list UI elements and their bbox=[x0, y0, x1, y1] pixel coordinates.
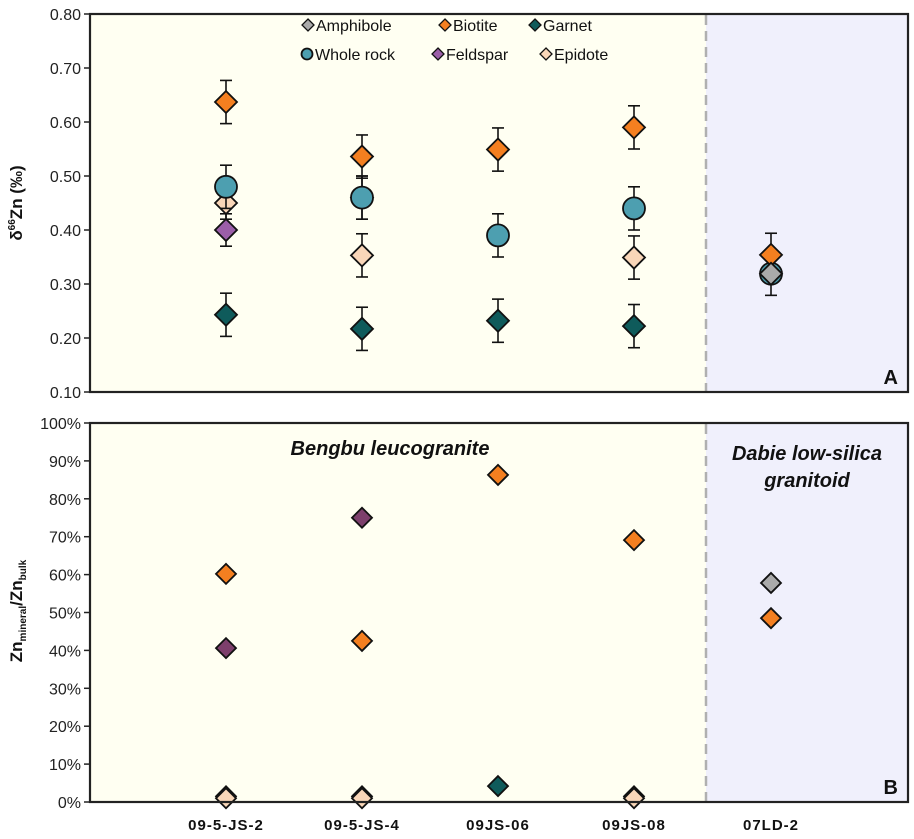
y-tick-label: 0.50 bbox=[50, 169, 81, 186]
panel-a-background-right bbox=[706, 14, 908, 392]
point-feldspar bbox=[213, 217, 239, 243]
legend: Amphibole Biotite Garnet Whole rock Feldspar… bbox=[300, 18, 608, 64]
y-tick-label: 90% bbox=[49, 454, 81, 471]
ylabel-sub-bulk: bulk bbox=[18, 559, 29, 580]
x-category-label: 09-5-JS-4 bbox=[324, 817, 400, 834]
group-label-dabie-line1: Dabie low-silica bbox=[732, 443, 882, 465]
point-amphibole bbox=[759, 571, 783, 595]
panel-a-y-axis: 0.10 0.20 0.30 0.40 0.50 0.60 0.70 0.80 bbox=[50, 7, 90, 402]
panel-a-data-marks bbox=[213, 79, 784, 352]
legend-marker-amphibole bbox=[301, 18, 315, 32]
panel-a-y-axis-label: δ66Zn (‰) bbox=[7, 165, 26, 240]
panel-b: 0% 10% 20% 30% 40% 50% 60% 70% 80% 90% 100% B Beng… bbox=[7, 416, 910, 834]
y-tick-label: 10% bbox=[49, 757, 81, 774]
legend-item-biotite: Biotite bbox=[438, 18, 498, 35]
point-biotite bbox=[759, 606, 783, 630]
y-tick-label: 0.80 bbox=[50, 7, 81, 24]
legend-marker-biotite bbox=[438, 18, 452, 32]
point-biotite bbox=[350, 629, 374, 653]
legend-label: Whole rock bbox=[315, 47, 396, 64]
y-tick-label: 0.30 bbox=[50, 277, 81, 294]
y-tick-label: 0.20 bbox=[50, 331, 81, 348]
panel-b-frame bbox=[88, 421, 910, 804]
panel-b-y-axis-label: Znmineral/Znbulk bbox=[7, 559, 29, 662]
group-label-dabie-line2: granitoid bbox=[763, 470, 850, 492]
x-category-label: 07LD-2 bbox=[743, 817, 799, 834]
y-tick-label: 50% bbox=[49, 606, 81, 623]
point-amphibole bbox=[758, 261, 784, 287]
legend-item-feldspar: Feldspar bbox=[431, 47, 509, 64]
legend-marker-feldspar bbox=[431, 47, 445, 61]
point-biotite bbox=[485, 137, 511, 162]
y-tick-label: 0% bbox=[58, 795, 81, 812]
legend-label: Feldspar bbox=[446, 47, 509, 64]
legend-label: Biotite bbox=[453, 18, 498, 35]
point-feldspar bbox=[214, 636, 238, 660]
x-axis-category-labels: 09-5-JS-2 09-5-JS-4 09JS-06 09JS-08 07LD-2 bbox=[188, 817, 799, 834]
point-garnet bbox=[349, 316, 375, 342]
y-tick-label: 100% bbox=[40, 416, 81, 433]
point-epidote bbox=[622, 786, 646, 810]
y-tick-label: 60% bbox=[49, 568, 81, 585]
legend-label: Amphibole bbox=[316, 18, 392, 35]
point-epidote bbox=[350, 786, 374, 810]
point-epidote bbox=[214, 786, 238, 810]
delta-symbol: δ bbox=[7, 230, 26, 240]
legend-label: Garnet bbox=[543, 18, 592, 35]
panel-b-background-right bbox=[706, 423, 908, 802]
ylabel-zn-1: Zn bbox=[7, 641, 26, 662]
legend-item-whole-rock: Whole rock bbox=[300, 47, 396, 64]
point-whole-rock bbox=[350, 185, 374, 210]
y-tick-label: 30% bbox=[49, 681, 81, 698]
point-feldspar bbox=[350, 506, 374, 530]
panel-b-letter: B bbox=[884, 777, 898, 799]
ylabel-sep: / bbox=[7, 601, 26, 606]
point-whole-rock bbox=[486, 223, 510, 248]
panel-a: 0.10 0.20 0.30 0.40 0.50 0.60 0.70 0.80 Amphibo… bbox=[7, 7, 910, 402]
point-biotite bbox=[486, 463, 510, 487]
point-epidote bbox=[349, 243, 375, 268]
y-tick-label: 0.60 bbox=[50, 115, 81, 132]
y-tick-label: 0.40 bbox=[50, 223, 81, 240]
isotope-superscript: 66 bbox=[7, 219, 18, 231]
x-category-label: 09JS-08 bbox=[602, 817, 666, 834]
point-whole-rock bbox=[622, 196, 646, 221]
legend-item-epidote: Epidote bbox=[539, 47, 608, 64]
ylabel-main: Zn (‰) bbox=[7, 165, 26, 219]
point-biotite bbox=[213, 89, 239, 115]
point-biotite bbox=[622, 528, 646, 552]
x-category-label: 09-5-JS-2 bbox=[188, 817, 264, 834]
ylabel-sub-mineral: mineral bbox=[18, 606, 29, 642]
point-garnet bbox=[486, 774, 510, 798]
y-tick-label: 0.70 bbox=[50, 61, 81, 78]
legend-marker-epidote bbox=[539, 47, 553, 61]
legend-marker-garnet bbox=[528, 18, 542, 32]
legend-item-garnet: Garnet bbox=[528, 18, 592, 35]
x-category-label: 09JS-06 bbox=[466, 817, 530, 834]
legend-marker-whole-rock bbox=[300, 47, 314, 61]
point-garnet bbox=[621, 313, 647, 339]
legend-item-amphibole: Amphibole bbox=[301, 18, 392, 35]
panel-b-background-left bbox=[90, 423, 706, 802]
panel-a-background-left bbox=[90, 14, 706, 392]
panel-b-y-axis: 0% 10% 20% 30% 40% 50% 60% 70% 80% 90% 100% bbox=[40, 416, 90, 812]
point-epidote bbox=[621, 245, 647, 270]
y-tick-label: 40% bbox=[49, 643, 81, 660]
legend-label: Epidote bbox=[554, 47, 608, 64]
y-tick-label: 70% bbox=[49, 530, 81, 547]
y-tick-label: 0.10 bbox=[50, 385, 81, 402]
point-garnet bbox=[213, 302, 239, 328]
point-biotite bbox=[621, 115, 647, 140]
y-tick-label: 20% bbox=[49, 719, 81, 736]
group-label-bengbu: Bengbu leucogranite bbox=[291, 438, 490, 460]
ylabel-zn-2: Zn bbox=[7, 580, 26, 601]
point-biotite bbox=[349, 144, 375, 169]
point-biotite bbox=[214, 562, 238, 586]
panel-a-letter: A bbox=[884, 367, 898, 389]
point-garnet bbox=[485, 308, 511, 333]
panel-a-frame bbox=[88, 12, 910, 394]
point-whole-rock bbox=[214, 174, 238, 199]
y-tick-label: 80% bbox=[49, 492, 81, 509]
